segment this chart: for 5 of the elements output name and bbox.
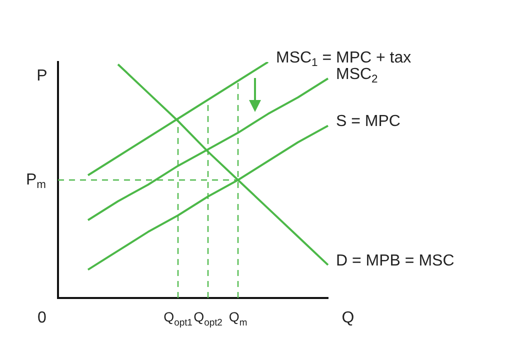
series-label: S = MPC <box>336 113 400 130</box>
text: 0 <box>38 309 47 326</box>
series-label: D = MPB = MSC <box>336 252 454 270</box>
x-axis-title: Q <box>342 309 354 326</box>
y-axis-title: P <box>36 67 48 84</box>
